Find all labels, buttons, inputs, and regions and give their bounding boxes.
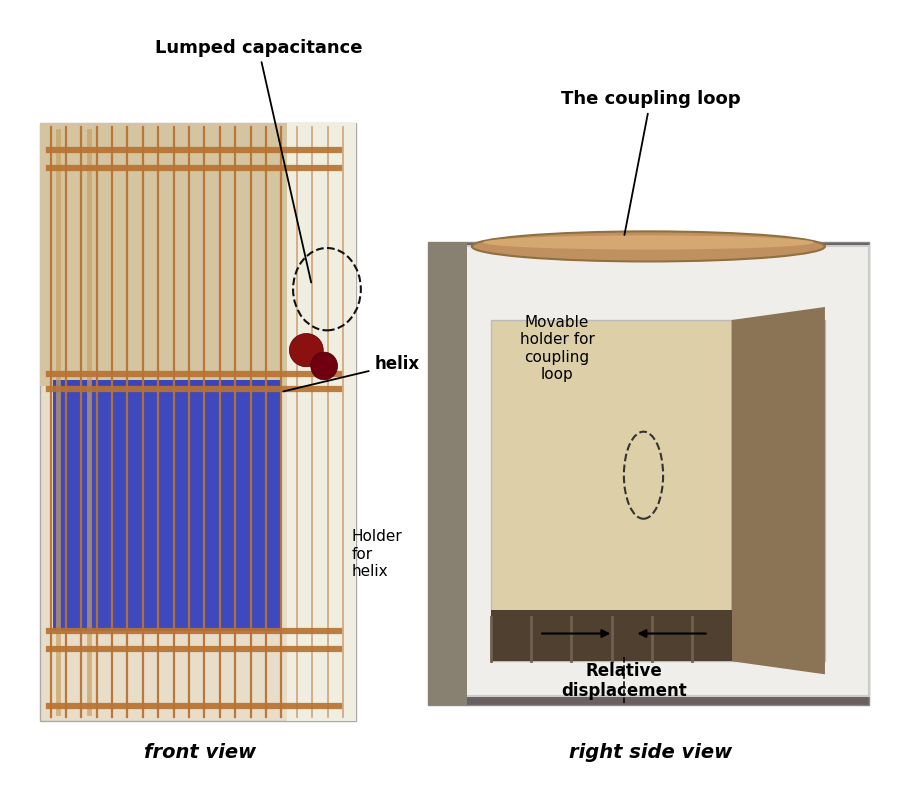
Text: Holder
for
helix: Holder for helix	[352, 530, 402, 579]
Bar	[40, 123, 356, 721]
Bar	[428, 242, 467, 705]
Text: Lumped capacitance: Lumped capacitance	[155, 38, 362, 282]
Bar	[287, 123, 356, 721]
Bar	[428, 242, 869, 705]
Ellipse shape	[290, 334, 323, 366]
Text: right side view: right side view	[569, 742, 733, 762]
Bar	[491, 320, 825, 662]
Polygon shape	[732, 307, 825, 674]
Text: front view: front view	[144, 742, 256, 762]
Ellipse shape	[310, 352, 338, 380]
Text: Movable
holder for
coupling
loop: Movable holder for coupling loop	[519, 315, 594, 382]
Bar	[40, 123, 356, 386]
Text: Relative
displacement: Relative displacement	[561, 662, 687, 701]
Ellipse shape	[483, 235, 814, 250]
Text: helix: helix	[284, 355, 419, 391]
Text: The coupling loop: The coupling loop	[561, 90, 741, 235]
Bar	[491, 610, 732, 662]
Bar	[443, 246, 869, 696]
Ellipse shape	[472, 231, 825, 262]
Bar	[53, 380, 281, 631]
